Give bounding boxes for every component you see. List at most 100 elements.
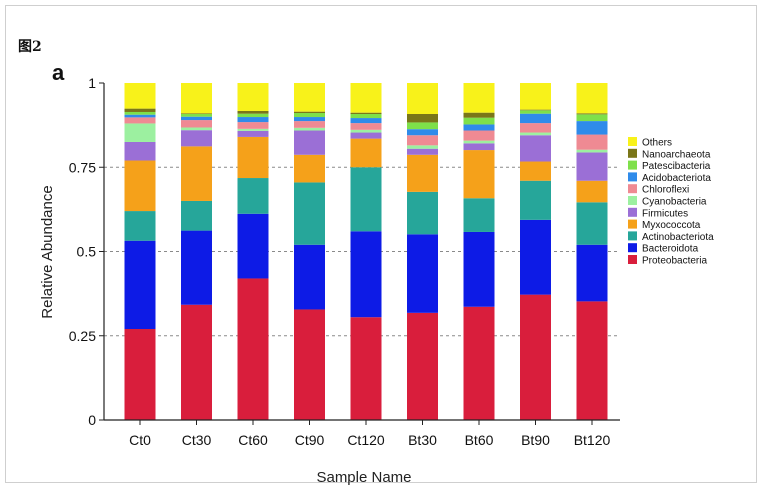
bar-segment	[294, 121, 325, 128]
x-tick-label: Ct120	[347, 432, 385, 448]
x-tick-label: Bt60	[465, 432, 494, 448]
legend-label: Actinobacteriota	[642, 232, 714, 243]
x-tick-label: Bt30	[408, 432, 437, 448]
bar-segment	[124, 329, 156, 420]
bar-segment	[124, 141, 156, 161]
bar-segment	[350, 231, 382, 318]
bar-segment	[181, 304, 212, 420]
bar-segment	[407, 145, 438, 149]
bar-segment	[124, 123, 156, 142]
y-tick-label: 0.25	[69, 328, 96, 344]
bar-segment	[181, 200, 212, 231]
bar-segment	[520, 219, 551, 295]
bar-segment	[520, 294, 551, 420]
bar-segment	[520, 180, 551, 220]
bar-segment	[350, 317, 382, 420]
bar-segment	[350, 132, 382, 139]
bar-segment	[576, 114, 608, 122]
legend-label: Acidobacteriota	[642, 173, 711, 184]
bar-segment	[463, 306, 495, 420]
legend-swatch	[628, 219, 637, 229]
bar-segment	[237, 122, 269, 129]
axes: Ct0 Ct30 Ct60 Ct90 Ct120 Bt30 Bt60 Bt90 Bt120 0 0.…	[69, 75, 620, 448]
bar-segment	[407, 234, 438, 313]
bar-segment	[181, 127, 212, 131]
bar-segment	[520, 132, 551, 136]
x-tick-label: Ct30	[182, 432, 212, 448]
bar-segment	[407, 122, 438, 130]
legend-label: Myxococcota	[642, 220, 701, 231]
bar-segment	[463, 231, 495, 307]
bar-segment	[407, 148, 438, 155]
bar-segment	[294, 182, 325, 245]
bar-segment	[237, 128, 269, 131]
bar-segment	[237, 136, 269, 179]
x-tick-label: Ct0	[129, 432, 151, 448]
bar-segment	[576, 180, 608, 203]
bar-segment	[520, 83, 551, 110]
figure-frame	[5, 5, 757, 483]
bar-segment	[463, 140, 495, 144]
legend-swatch	[628, 172, 637, 182]
legend-label: Patescibacteria	[642, 161, 711, 172]
bar-segment	[237, 110, 269, 114]
bar-segment	[294, 83, 325, 112]
bar-segment	[237, 113, 269, 118]
x-tick-label: Ct90	[295, 432, 325, 448]
x-tick-label: Bt90	[521, 432, 550, 448]
legend-label: Firmicutes	[642, 208, 688, 219]
bar-segment	[294, 111, 325, 113]
legend-label: Cyanobacteria	[642, 197, 707, 208]
bar-segment	[124, 114, 156, 118]
legend-swatch	[628, 255, 637, 264]
bar-segment	[463, 150, 495, 199]
legend-label: Proteobacteria	[642, 256, 707, 267]
bar-segment	[576, 202, 608, 245]
bar-segment	[350, 138, 382, 168]
bar-segment	[181, 114, 212, 117]
legend-swatch	[628, 207, 637, 217]
bar-segment	[520, 113, 551, 124]
bar-segment	[181, 83, 212, 114]
bar-segment	[350, 167, 382, 232]
legend-label: Bacteroidota	[642, 244, 699, 255]
bar-segment	[124, 240, 156, 330]
bar-segment	[576, 301, 608, 420]
legend-label: Chloroflexi	[642, 185, 689, 196]
legend-swatch	[628, 184, 637, 194]
bar-segment	[294, 309, 325, 420]
legend: OthersNanoarchaeotaPatescibacteriaAcidob…	[628, 137, 714, 267]
bar-segment	[350, 118, 382, 124]
bar-segment	[520, 109, 551, 111]
bar-segment	[181, 116, 212, 121]
bar-segment	[237, 117, 269, 123]
bar-segment	[181, 130, 212, 147]
legend-swatch	[628, 137, 637, 146]
bar-segment	[294, 127, 325, 131]
bar-segment	[350, 114, 382, 119]
x-axis-title: Sample Name	[316, 469, 411, 486]
bar-segment	[237, 278, 269, 420]
bar-segment	[350, 129, 382, 133]
bar-segment	[520, 135, 551, 162]
bar-segment	[463, 117, 495, 125]
bar-segment	[124, 160, 156, 212]
panel-label: a	[52, 60, 65, 85]
bar-segment	[520, 161, 551, 181]
bar-segment	[407, 191, 438, 235]
bar-segment	[350, 83, 382, 113]
bar-segment	[350, 112, 382, 115]
bar-segment	[407, 312, 438, 420]
bar-segment	[407, 83, 438, 115]
bar-segment	[294, 244, 325, 310]
bar-segment	[181, 230, 212, 305]
bar-segment	[576, 244, 608, 302]
bar-segment	[463, 112, 495, 118]
bar-segment	[124, 117, 156, 124]
bar-segment	[237, 178, 269, 214]
bar-segment	[463, 143, 495, 151]
y-tick-label: 0	[88, 412, 96, 428]
bar-segment	[407, 154, 438, 192]
bar-segment	[237, 213, 269, 279]
